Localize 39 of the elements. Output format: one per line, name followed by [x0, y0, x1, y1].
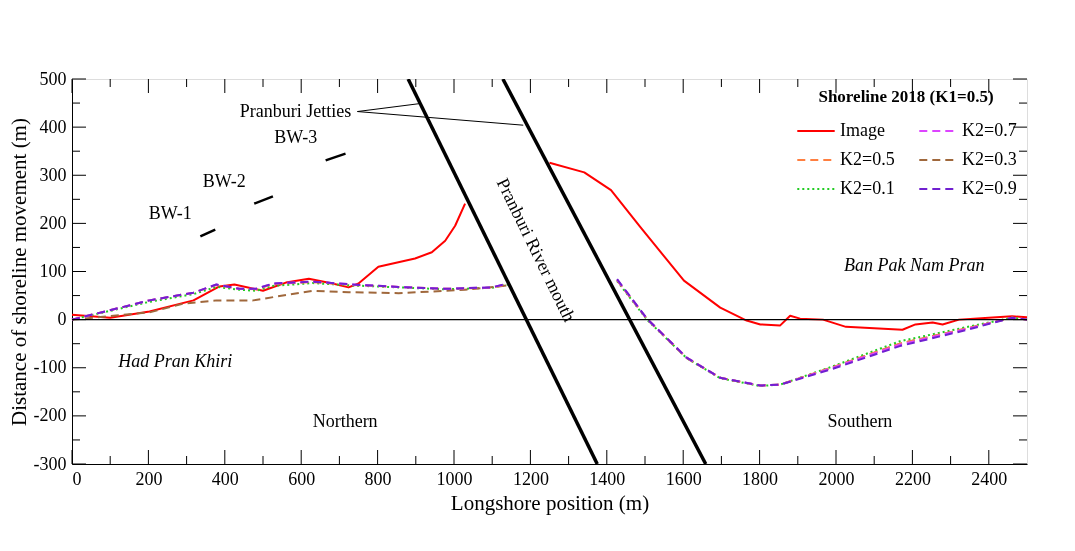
x-tick-label: 2200 [894, 468, 931, 489]
y-tick-label: -100 [33, 357, 67, 378]
x-tick-label: 600 [288, 468, 316, 489]
y-tick-label: -200 [33, 405, 67, 426]
y-tick-label: -300 [33, 453, 67, 474]
y-axis-title: Distance of shoreline movement (m) [6, 118, 31, 426]
x-tick-label: 2000 [818, 468, 855, 489]
legend-label: Image [840, 120, 885, 140]
annotation: Pranburi Jetties [239, 100, 352, 121]
x-axis-title: Longshore position (m) [450, 490, 650, 515]
legend-label: K2=0.1 [840, 178, 895, 198]
x-tick-label: 800 [364, 468, 392, 489]
series-label: BW-1 [148, 203, 192, 224]
y-tick-label: 0 [57, 309, 67, 330]
legend-label: K2=0.7 [962, 120, 1017, 140]
series-label: BW-3 [274, 127, 318, 148]
annotation: Ban Pak Nam Pran [844, 254, 985, 275]
x-tick-label: 400 [211, 468, 239, 489]
x-tick-label: 0 [72, 468, 82, 489]
x-tick-label: 1600 [665, 468, 702, 489]
legend-label: K2=0.5 [840, 149, 895, 169]
annotation: Southern [827, 410, 893, 431]
x-tick-label: 1400 [589, 468, 626, 489]
x-tick-label: 1800 [742, 468, 779, 489]
y-tick-label: 400 [39, 116, 67, 137]
y-tick-label: 200 [39, 212, 67, 233]
legend-title: Shoreline 2018 (K1=0.5) [818, 87, 994, 106]
legend-label: K2=0.3 [962, 149, 1017, 169]
y-tick-label: 500 [39, 68, 67, 89]
x-tick-label: 1200 [512, 468, 549, 489]
y-tick-label: 100 [39, 261, 67, 281]
annotation: Northern [312, 410, 378, 431]
annotation: Had Pran Khiri [117, 350, 233, 371]
legend-label: K2=0.9 [962, 178, 1017, 198]
y-tick-label: 300 [39, 164, 67, 185]
x-tick-label: 200 [135, 468, 163, 489]
series-label: BW-2 [202, 170, 246, 191]
x-tick-label: 2400 [971, 468, 1008, 489]
x-tick-label: 1000 [436, 468, 473, 489]
